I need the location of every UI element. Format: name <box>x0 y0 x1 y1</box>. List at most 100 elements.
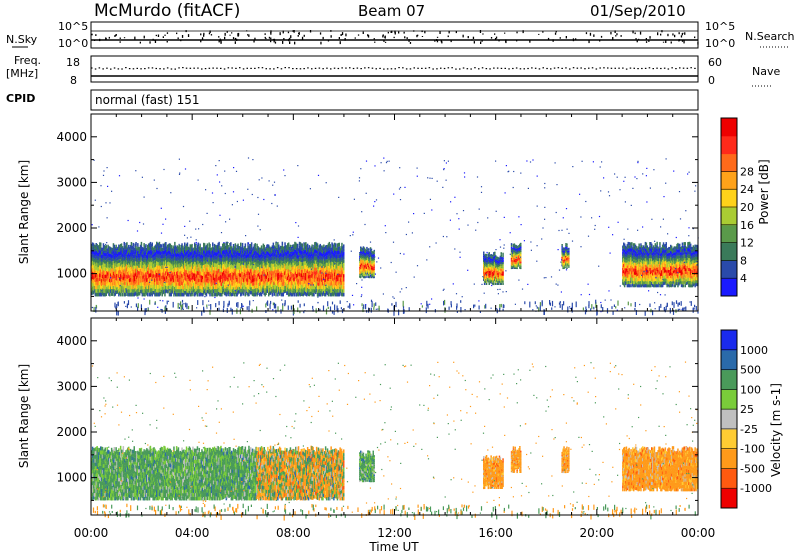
echo-cell <box>342 249 344 254</box>
echo-cell <box>206 250 209 255</box>
echo-cell <box>368 257 371 259</box>
echo-cell <box>124 256 126 260</box>
echo-cell <box>362 253 365 256</box>
echo-cell <box>207 267 209 271</box>
echo-cell <box>289 277 292 281</box>
echo-cell <box>248 257 250 261</box>
echo-cell <box>259 289 261 293</box>
echo-cell <box>234 243 237 247</box>
echo-cell <box>332 284 334 289</box>
echo-cell <box>119 259 122 263</box>
echo-cell <box>178 244 181 249</box>
echo-cell <box>166 272 169 276</box>
echo-cell <box>324 249 327 253</box>
echo-cell <box>208 268 210 273</box>
echo-cell <box>325 280 328 284</box>
echo-cell <box>304 265 306 269</box>
echo-cell <box>273 267 275 271</box>
echo-cell <box>262 285 265 289</box>
echo-cell <box>257 260 259 264</box>
echo-cell <box>95 277 97 282</box>
nsearch-dot <box>143 35 145 39</box>
echo-cell <box>318 267 321 271</box>
echo-cell <box>119 270 122 274</box>
echo-cell <box>322 253 324 258</box>
echo-cell <box>135 291 137 296</box>
echo-cell <box>312 254 314 258</box>
echo-cell <box>191 287 193 291</box>
echo-cell <box>492 261 494 264</box>
echo-cell <box>127 250 129 255</box>
echo-cell <box>278 272 280 277</box>
echo-cell <box>363 262 366 265</box>
echo-cell <box>120 257 123 262</box>
echo-cell <box>251 255 254 259</box>
echo-cell <box>336 254 339 259</box>
echo-cell <box>227 281 229 286</box>
echo-cell <box>311 270 313 275</box>
echo-cell <box>173 275 175 279</box>
echo-cell <box>101 257 104 262</box>
echo-cell <box>219 272 221 276</box>
echo-cell <box>137 277 139 282</box>
echo-cell <box>148 269 151 274</box>
echo-cell <box>307 257 310 262</box>
echo-cell <box>289 270 292 274</box>
echo-cell <box>147 259 149 264</box>
echo-cell <box>213 247 216 252</box>
echo-cell <box>161 282 163 287</box>
echo-cell <box>278 261 281 265</box>
echo-cell <box>175 263 177 268</box>
echo-cell <box>373 250 375 253</box>
echo-cell <box>252 246 255 251</box>
echo-cell <box>308 245 311 249</box>
echo-cell <box>257 274 259 278</box>
echo-cell <box>240 274 243 279</box>
echo-cell <box>150 255 153 259</box>
echo-cell <box>102 269 105 274</box>
echo-cell <box>323 273 325 277</box>
echo-cell <box>169 270 172 274</box>
echo-cell <box>484 280 487 283</box>
echo-cell <box>263 252 265 256</box>
echo-cell <box>172 248 174 253</box>
echo-cell <box>214 274 217 278</box>
nsearch-dot <box>667 33 669 37</box>
echo-cell <box>372 255 374 258</box>
echo-cell <box>213 270 216 274</box>
echo-cell <box>137 273 139 278</box>
echo-cell <box>156 253 158 258</box>
echo-cell <box>208 283 210 287</box>
echo-cell <box>165 242 167 246</box>
echo-cell <box>133 275 135 280</box>
echo-cell <box>247 242 249 247</box>
echo-cell <box>117 286 119 291</box>
echo-cell <box>343 244 345 249</box>
echo-cell <box>243 289 246 293</box>
echo-cell <box>259 268 261 272</box>
echo-cell <box>217 265 219 269</box>
echo-cell <box>493 261 495 264</box>
echo-cell <box>335 251 338 255</box>
echo-cell <box>278 285 281 289</box>
nave-dot <box>470 68 472 70</box>
echo-cell <box>334 288 337 293</box>
echo-cell <box>93 268 96 273</box>
echo-cell <box>511 261 514 264</box>
echo-cell <box>309 254 312 259</box>
echo-cell <box>305 242 307 246</box>
echo-cell <box>516 254 518 256</box>
echo-cell <box>119 277 122 282</box>
echo-cell <box>334 246 336 251</box>
echo-cell <box>369 258 372 261</box>
echo-cell <box>511 267 514 269</box>
echo-cell <box>144 263 146 268</box>
echo-cell <box>246 271 248 275</box>
echo-cell <box>278 292 281 296</box>
echo-cell <box>484 264 487 267</box>
echo-cell <box>224 270 227 275</box>
echo-cell <box>106 254 108 259</box>
echo-cell <box>309 288 312 292</box>
echo-cell <box>153 260 155 264</box>
echo-cell <box>274 273 276 277</box>
